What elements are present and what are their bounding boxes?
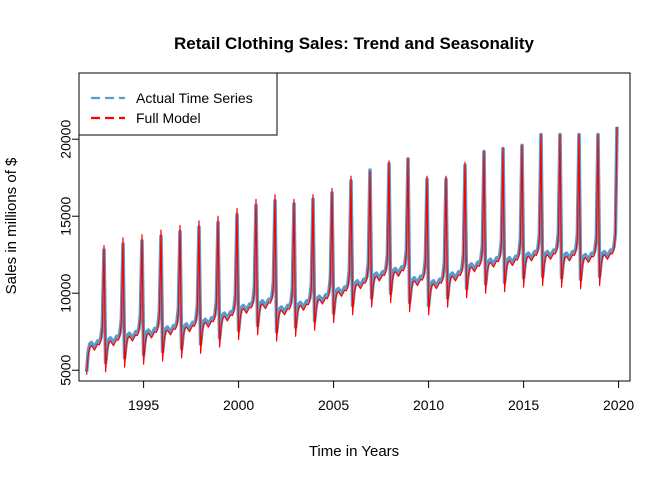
x-tick-label: 2005 bbox=[318, 397, 349, 413]
x-axis: 1995 2000 2005 2010 2015 2020 bbox=[128, 380, 634, 413]
y-tick-label: 10000 bbox=[58, 274, 74, 313]
y-axis-label: Sales in millions of $ bbox=[3, 157, 20, 294]
legend: Actual Time Series Full Model bbox=[78, 72, 278, 136]
y-axis: 5000 10000 15000 20000 bbox=[58, 120, 80, 386]
y-tick-label: 15000 bbox=[58, 197, 74, 236]
series-layer bbox=[84, 126, 619, 375]
x-tick-label: 2000 bbox=[223, 397, 254, 413]
x-tick-label: 1995 bbox=[128, 397, 159, 413]
x-tick-label: 2015 bbox=[508, 397, 539, 413]
x-tick-label: 2010 bbox=[413, 397, 444, 413]
y-tick-label: 5000 bbox=[58, 354, 74, 385]
legend-label-actual: Actual Time Series bbox=[136, 90, 253, 106]
x-tick-label: 2020 bbox=[603, 397, 634, 413]
legend-label-model: Full Model bbox=[136, 110, 201, 126]
y-tick-label: 20000 bbox=[58, 120, 74, 159]
x-axis-label: Time in Years bbox=[309, 443, 399, 460]
chart-title: Retail Clothing Sales: Trend and Seasona… bbox=[174, 34, 534, 53]
legend-box bbox=[78, 72, 278, 136]
series-line-1 bbox=[86, 126, 618, 375]
